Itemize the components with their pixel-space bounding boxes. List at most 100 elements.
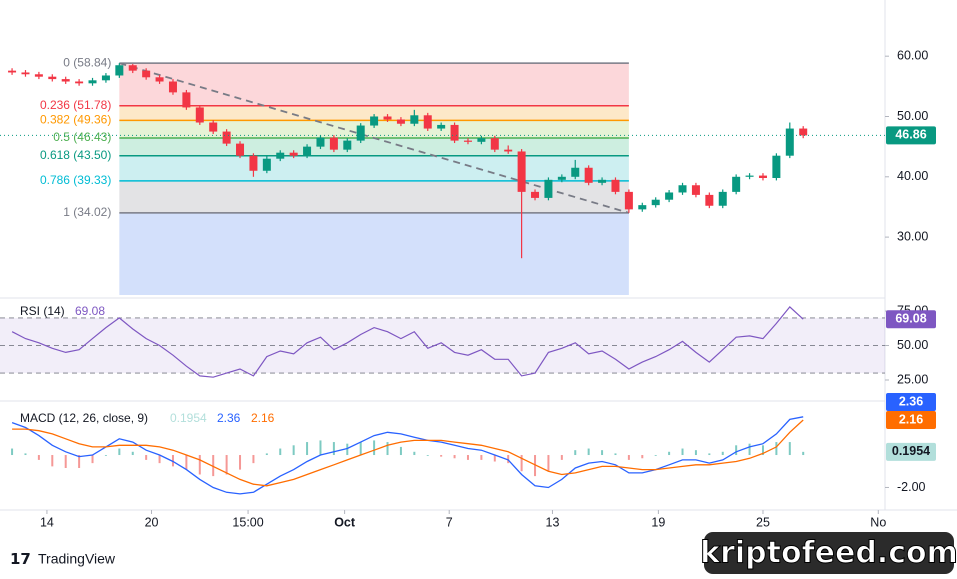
fib-level-label: 0.5 (46.43) [53, 130, 111, 144]
candle-body [48, 76, 57, 80]
macd-histogram-bar [118, 448, 121, 456]
macd-histogram-bar [319, 440, 322, 456]
macd-histogram-bar [440, 455, 443, 457]
candle-body [651, 199, 660, 206]
macd-histogram-bar [493, 455, 496, 462]
macd-histogram-bar [574, 450, 577, 456]
macd-histogram-bar [547, 455, 550, 472]
macd-histogram-bar [225, 455, 228, 475]
macd-histogram-bar [359, 442, 362, 456]
x-tick-label: 15:00 [232, 515, 263, 529]
fib-level-label: 0.618 (43.50) [40, 148, 111, 162]
macd-legend-macd: 2.36 [217, 411, 241, 425]
candle-body [289, 152, 298, 156]
macd-histogram-bar [601, 450, 604, 456]
macd-histogram-bar [534, 455, 537, 477]
macd-histogram-bar [587, 448, 590, 456]
macd-histogram-bar [668, 451, 671, 456]
candle-body [758, 175, 767, 179]
logo-icon: 𝟭𝟳 [10, 551, 31, 568]
candle-body [142, 70, 151, 78]
macd-histogram-bar [198, 455, 201, 475]
macd-histogram-bar [426, 455, 429, 456]
candle-body [691, 185, 700, 195]
macd-legend-hist: 0.1954 [170, 411, 207, 425]
fib-zone [119, 105, 629, 121]
candle-body [249, 155, 258, 171]
macd-histogram-bar [560, 455, 563, 460]
macd-histogram-bar [37, 455, 40, 460]
candle-body [168, 81, 177, 93]
candle-body [88, 80, 97, 84]
x-tick-label: No [870, 515, 886, 529]
candle-body [504, 149, 513, 152]
x-tick-label: 14 [40, 515, 54, 529]
macd-histogram-bar [399, 446, 402, 456]
candle-body [598, 179, 607, 183]
fib-level-label: 0.236 (51.78) [40, 98, 111, 112]
macd-histogram-bar [413, 451, 416, 456]
x-tick-label: 13 [546, 515, 560, 529]
candle-body [115, 65, 124, 76]
macd-histogram-bar [346, 443, 349, 456]
y-tick-label: 60.00 [897, 48, 928, 62]
fib-trend-line [119, 62, 630, 214]
y-tick-label: 30.00 [897, 229, 928, 243]
candle-body [571, 167, 580, 177]
candle-body [423, 115, 432, 129]
candle-body [222, 131, 231, 144]
candle-body [450, 124, 459, 141]
fib-level-label: 1 (34.02) [63, 205, 111, 219]
candle-body [799, 128, 808, 136]
fib-level-label: 0.382 (49.36) [40, 113, 111, 127]
macd-histogram-bar [91, 455, 94, 464]
macd-histogram-bar [239, 455, 242, 470]
candle-body [410, 115, 419, 124]
x-tick-label: 25 [756, 515, 770, 529]
candle-body [718, 191, 727, 206]
candle-body [611, 179, 620, 192]
macd-histogram-bar [802, 451, 805, 456]
candle-body [21, 72, 30, 75]
macd-histogram-bar [171, 455, 174, 467]
tradingview-logo: 𝟭𝟳 TradingView [10, 551, 116, 568]
macd-histogram-bar [185, 455, 188, 470]
histogram-price-label: 0.1954 [892, 444, 930, 458]
signal-line [12, 419, 804, 487]
candle-body [236, 143, 245, 156]
macd-histogram-bar [480, 455, 483, 460]
candle-body [61, 79, 70, 82]
fib-zone [119, 155, 629, 181]
x-tick-label: 20 [145, 515, 159, 529]
x-tick-label: 7 [446, 515, 453, 529]
x-tick-label: Oct [334, 515, 356, 529]
macd-histogram-bar [694, 450, 697, 456]
candle-body [584, 167, 593, 183]
macd-histogram-bar [775, 442, 778, 456]
macd-histogram-bar [252, 455, 255, 464]
fib-zone [119, 138, 629, 156]
candle-body [128, 65, 137, 71]
rsi-price-label-box [886, 310, 936, 329]
macd-price-label: 2.36 [899, 394, 923, 408]
candle-body [75, 81, 84, 84]
macd-histogram-bar [51, 455, 54, 467]
candle-body [182, 92, 191, 108]
x-tick-label: 19 [651, 515, 665, 529]
macd-histogram-bar [373, 440, 376, 456]
candle-body [209, 122, 218, 132]
candle-body [329, 137, 338, 150]
candle-body [557, 176, 566, 180]
macd-histogram-bar [507, 455, 510, 464]
macd-histogram-bar [292, 445, 295, 456]
y-tick-label: 50.00 [897, 109, 928, 123]
rsi-legend-value: 69.08 [75, 304, 105, 318]
candle-body [785, 128, 794, 156]
candle-body [477, 138, 486, 142]
candle-body [303, 146, 312, 156]
macd-histogram-bar [11, 448, 14, 456]
candle-body [316, 137, 325, 147]
macd-histogram-bar [212, 455, 215, 477]
macd-histogram-bar [145, 455, 148, 460]
